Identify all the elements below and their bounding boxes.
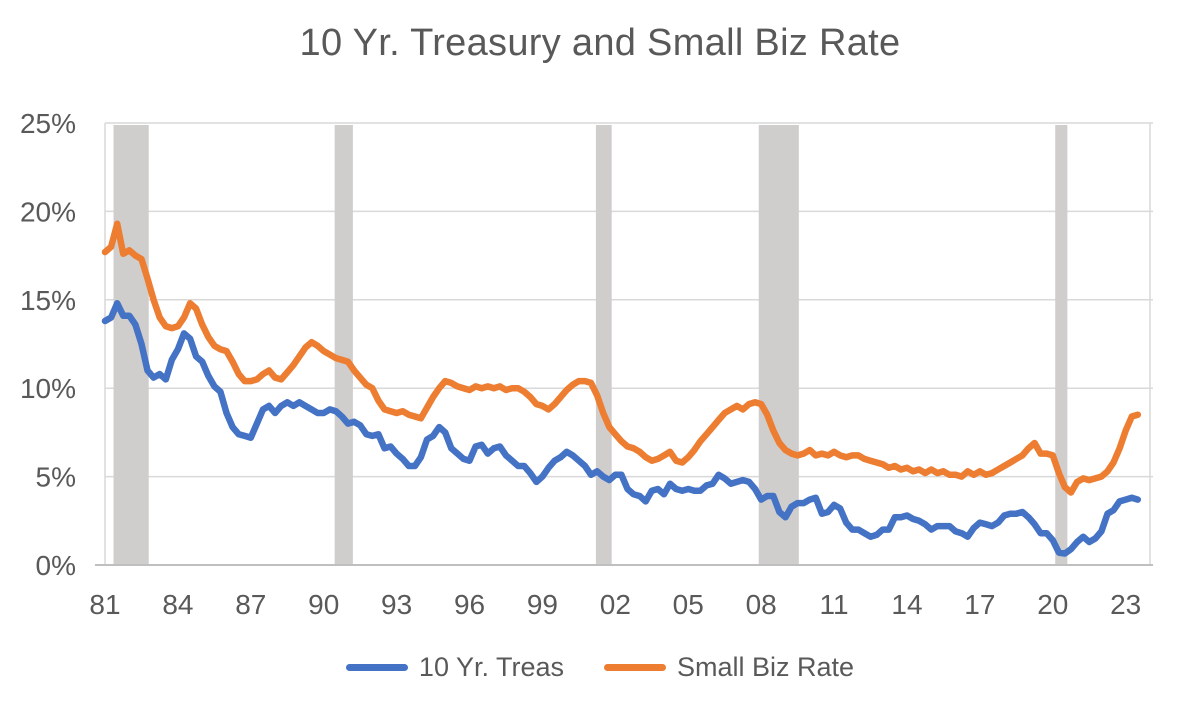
legend-label-small-biz: Small Biz Rate <box>677 652 855 682</box>
x-axis-tick-label: 84 <box>162 589 193 620</box>
recession-band <box>1055 125 1068 564</box>
recession-band <box>334 125 353 564</box>
x-axis-tick-label: 96 <box>454 589 485 620</box>
legend-label-treasury: 10 Yr. Treas <box>418 652 565 682</box>
x-axis-tick-label: 02 <box>600 589 631 620</box>
recession-band <box>758 125 799 564</box>
y-axis-tick-label: 20% <box>20 196 76 227</box>
recession-band <box>595 125 612 564</box>
legend: 10 Yr. Treas Small Biz Rate <box>0 652 1200 683</box>
x-axis-tick-label: 14 <box>891 589 922 620</box>
y-axis-tick-label: 0% <box>36 550 76 581</box>
x-axis-tick-label: 08 <box>746 589 777 620</box>
x-axis-tick-label: 99 <box>527 589 558 620</box>
x-axis-tick-label: 87 <box>235 589 266 620</box>
x-axis-tick-label: 90 <box>308 589 339 620</box>
x-axis-tick-label: 20 <box>1037 589 1068 620</box>
treasury-line-swatch-icon <box>345 664 408 671</box>
y-axis-tick-label: 25% <box>20 108 76 139</box>
x-axis-tick-label: 81 <box>89 589 120 620</box>
x-axis-tick-label: 05 <box>673 589 704 620</box>
y-axis-tick-label: 10% <box>20 373 76 404</box>
legend-item-small-biz: Small Biz Rate <box>604 652 854 683</box>
treasury-line <box>101 300 1142 557</box>
small-biz-line-swatch-icon <box>604 664 667 671</box>
x-axis-tick-label: 11 <box>820 589 849 620</box>
chart-title: 10 Yr. Treasury and Small Biz Rate <box>299 22 901 64</box>
x-axis-tick-label: 17 <box>964 589 995 620</box>
x-axis-tick-label: 23 <box>1110 589 1141 620</box>
x-axis-tick-label: 93 <box>381 589 412 620</box>
small-biz-line <box>101 220 1142 496</box>
y-axis-tick-label: 15% <box>20 285 76 316</box>
y-axis-tick-label: 5% <box>36 462 76 493</box>
legend-item-treasury: 10 Yr. Treas <box>345 652 565 683</box>
